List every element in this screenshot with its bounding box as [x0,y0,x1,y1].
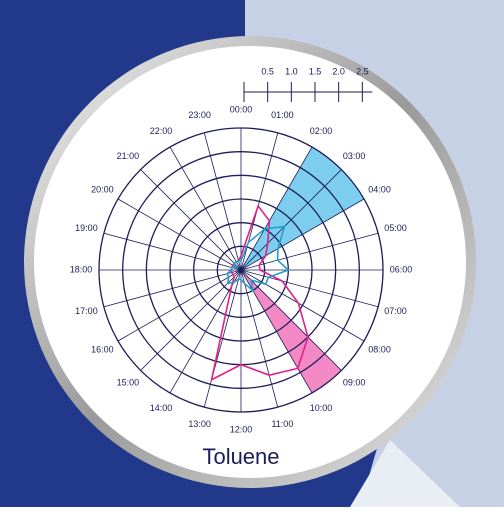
scale-label: 2.0 [332,66,345,76]
hour-label: 04:00 [368,184,391,194]
hour-label: 11:00 [271,419,293,429]
hour-label: 18:00 [70,264,93,274]
spoke [240,198,365,271]
hour-label: 16:00 [91,344,114,354]
highlight-sector [241,270,342,393]
hour-label: 20:00 [91,184,114,194]
spoke [103,232,242,271]
spoke [140,269,242,371]
hour-label: 12:00 [230,424,253,434]
spoke [203,269,242,408]
spoke [240,269,379,308]
hour-label: 19:00 [75,223,98,233]
hour-label: 15:00 [117,378,140,388]
scale-label: 0.5 [261,66,274,76]
hour-label: 05:00 [384,223,407,233]
hour-label: 13:00 [188,419,211,429]
hour-label: 17:00 [75,306,98,316]
spoke [240,269,342,371]
hour-label: 03:00 [343,151,366,161]
hour-label: 07:00 [384,306,407,316]
spoke [169,146,242,271]
hour-label: 00:00 [230,104,253,114]
spoke [140,169,242,271]
hour-label: 10:00 [310,403,333,413]
hour-label: 22:00 [150,126,173,136]
polar-chart: 00:00 01:00 02:00 03:00 04:00 05:00 06:00 07:00… [70,66,413,434]
scale-label: 2.5 [356,66,369,76]
chart-title: Toluene [202,444,279,469]
scale-label: 1.5 [309,66,322,76]
spoke [240,232,379,271]
hour-label: 21:00 [117,151,140,161]
spoke [240,146,313,271]
spoke [240,269,365,342]
scale-label: 1.0 [285,66,298,76]
handle [350,440,460,507]
hour-label: 23:00 [188,110,211,120]
hour-label: 06:00 [390,264,413,274]
hour-label: 08:00 [368,344,391,354]
spoke [169,269,242,394]
spoke [117,198,242,271]
series-line [226,225,290,293]
series-line [210,204,309,382]
hour-label: 09:00 [343,378,366,388]
hour-label: 01:00 [271,110,294,120]
spoke [203,132,242,271]
spoke [240,169,342,271]
spoke [117,269,242,342]
spoke [103,269,242,308]
hour-label: 02:00 [310,126,333,136]
hour-label: 14:00 [150,403,173,413]
spoke [240,269,279,408]
